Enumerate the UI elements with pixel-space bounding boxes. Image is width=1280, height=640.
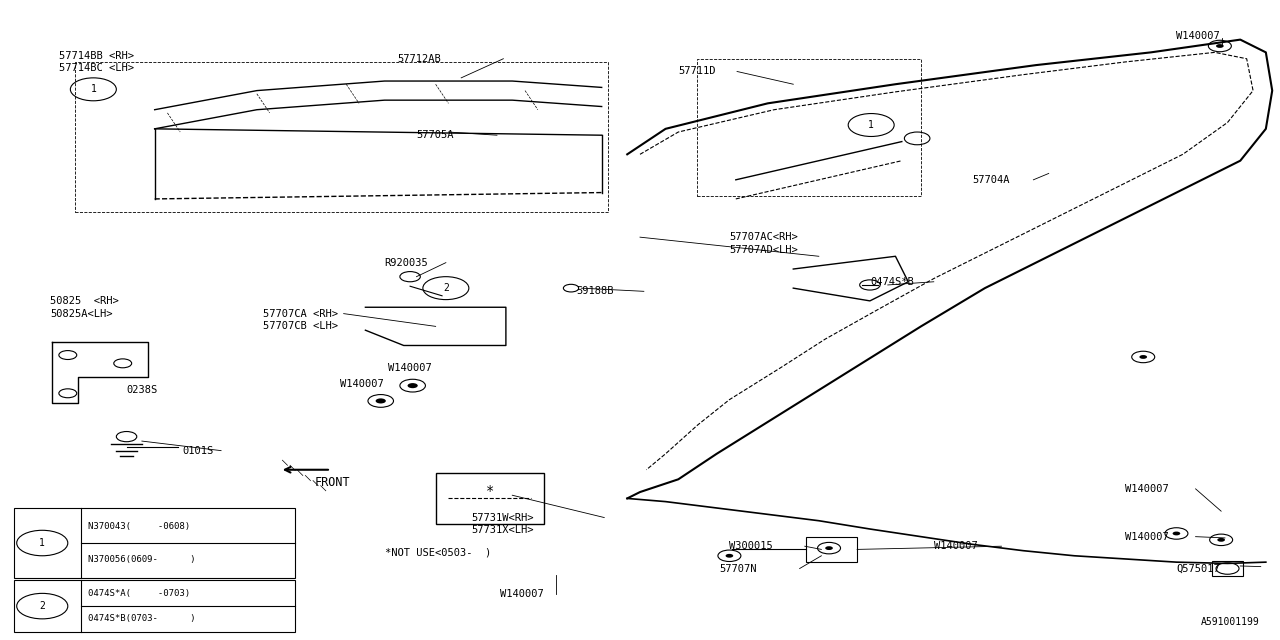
Text: 57731X<LH>: 57731X<LH> bbox=[471, 525, 534, 535]
Circle shape bbox=[407, 383, 417, 388]
Text: R920035: R920035 bbox=[384, 258, 429, 268]
Text: W140007: W140007 bbox=[1125, 532, 1169, 541]
Circle shape bbox=[1139, 355, 1147, 359]
Text: 1: 1 bbox=[91, 84, 96, 94]
Circle shape bbox=[1172, 532, 1180, 536]
Text: 0474S*B: 0474S*B bbox=[870, 276, 914, 287]
Bar bbox=[14, 508, 296, 578]
Text: 57707N: 57707N bbox=[719, 563, 756, 573]
Text: 57707AD<LH>: 57707AD<LH> bbox=[730, 245, 799, 255]
Text: 57731W<RH>: 57731W<RH> bbox=[471, 513, 534, 522]
Circle shape bbox=[1217, 538, 1225, 541]
Text: 57707AC<RH>: 57707AC<RH> bbox=[730, 232, 799, 242]
Circle shape bbox=[826, 546, 833, 550]
Text: W140007: W140007 bbox=[934, 541, 978, 551]
Circle shape bbox=[375, 398, 385, 403]
Text: 1: 1 bbox=[868, 120, 874, 130]
Text: 57714BB <RH>: 57714BB <RH> bbox=[59, 51, 134, 61]
Text: 0474S*A(     -0703): 0474S*A( -0703) bbox=[88, 589, 191, 598]
Text: W300015: W300015 bbox=[730, 541, 773, 551]
Bar bbox=[1212, 561, 1243, 576]
Text: 57707CB <LH>: 57707CB <LH> bbox=[264, 321, 338, 332]
Text: 50825  <RH>: 50825 <RH> bbox=[50, 296, 119, 306]
Bar bbox=[806, 537, 858, 562]
Text: 57704A: 57704A bbox=[972, 175, 1010, 185]
Text: 57707CA <RH>: 57707CA <RH> bbox=[264, 308, 338, 319]
Text: 2: 2 bbox=[40, 601, 45, 611]
Circle shape bbox=[726, 554, 733, 557]
Text: 0474S*B(0703-      ): 0474S*B(0703- ) bbox=[88, 614, 196, 623]
Bar bbox=[435, 473, 544, 524]
Text: W140007: W140007 bbox=[340, 379, 384, 388]
Text: 50825A<LH>: 50825A<LH> bbox=[50, 308, 113, 319]
Text: 0101S: 0101S bbox=[183, 445, 214, 456]
Text: *NOT USE<0503-  ): *NOT USE<0503- ) bbox=[384, 548, 490, 557]
Text: 57705A: 57705A bbox=[416, 130, 454, 140]
Text: W140007: W140007 bbox=[388, 363, 433, 372]
Text: N370056(0609-      ): N370056(0609- ) bbox=[88, 556, 196, 564]
Text: 59188B: 59188B bbox=[576, 286, 613, 296]
Bar bbox=[14, 580, 296, 632]
Text: Q575017: Q575017 bbox=[1176, 563, 1220, 573]
Text: 2: 2 bbox=[443, 283, 449, 293]
Text: 0238S: 0238S bbox=[127, 385, 157, 395]
Circle shape bbox=[1216, 44, 1224, 48]
Text: W140007: W140007 bbox=[499, 589, 543, 599]
Text: A591001199: A591001199 bbox=[1201, 617, 1260, 627]
Text: 1: 1 bbox=[40, 538, 45, 548]
Text: 57712AB: 57712AB bbox=[397, 54, 442, 64]
Text: *: * bbox=[485, 484, 494, 498]
Text: FRONT: FRONT bbox=[315, 476, 349, 489]
Text: N370043(     -0608): N370043( -0608) bbox=[88, 522, 191, 531]
Text: W140007: W140007 bbox=[1176, 31, 1220, 42]
Text: 57711D: 57711D bbox=[678, 67, 716, 77]
Text: 57714BC <LH>: 57714BC <LH> bbox=[59, 63, 134, 74]
Text: W140007: W140007 bbox=[1125, 484, 1169, 494]
